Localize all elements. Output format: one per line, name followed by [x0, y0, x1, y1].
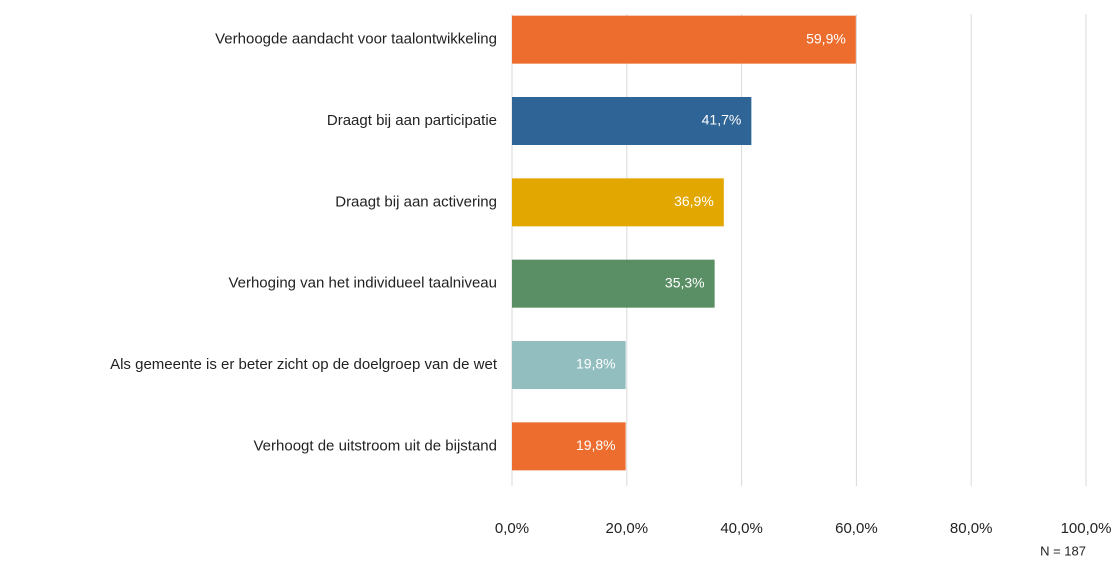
x-tick-label: 80,0% — [950, 520, 993, 537]
x-tick-label: 20,0% — [606, 520, 649, 537]
x-tick-label: 100,0% — [1061, 520, 1112, 537]
y-tick-label: Draagt bij aan activering — [335, 193, 497, 210]
bar — [512, 422, 626, 471]
bar — [512, 259, 715, 308]
data-label: 41,7% — [702, 112, 742, 128]
data-label: 19,8% — [576, 356, 616, 372]
data-label: 59,9% — [806, 30, 846, 46]
data-label: 19,8% — [576, 437, 616, 453]
y-tick-label: Verhoging van het individueel taalniveau — [228, 275, 497, 292]
bar — [512, 15, 856, 64]
x-tick-label: 40,0% — [720, 520, 763, 537]
x-tick-label: 0,0% — [495, 520, 529, 537]
bar — [512, 178, 724, 227]
y-tick-label: Draagt bij aan participatie — [327, 112, 497, 129]
sample-size-note: N = 187 — [1040, 543, 1086, 558]
data-label: 36,9% — [674, 193, 714, 209]
x-tick-label: 60,0% — [835, 520, 878, 537]
bar — [512, 341, 626, 389]
bar — [512, 97, 752, 145]
y-tick-label: Als gemeente is er beter zicht op de doe… — [110, 356, 498, 373]
y-tick-label: Verhoogt de uitstroom uit de bijstand — [254, 437, 498, 454]
y-tick-label: Verhoogde aandacht voor taalontwikkeling — [215, 31, 497, 48]
data-label: 35,3% — [665, 274, 705, 290]
